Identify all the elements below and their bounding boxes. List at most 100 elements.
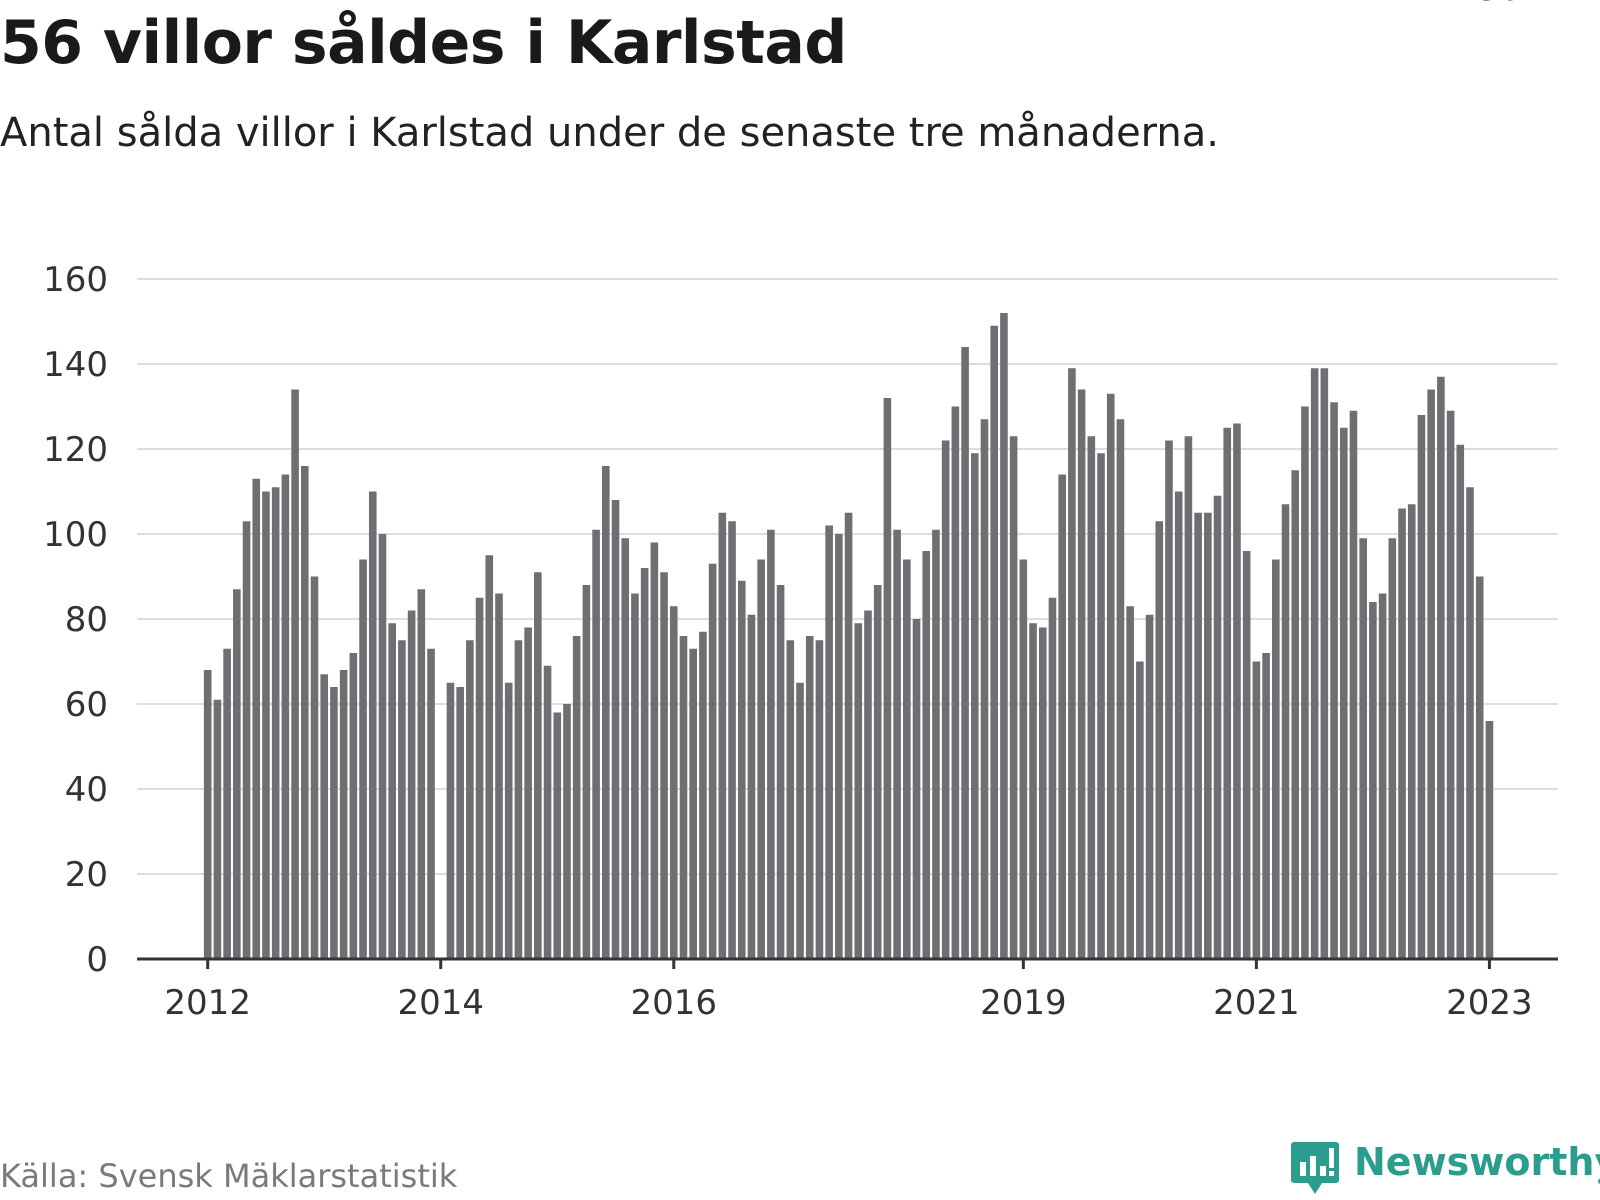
data-labels: 56 xyxy=(1473,0,1526,38)
bar xyxy=(1223,427,1232,959)
bar xyxy=(213,699,222,959)
bar xyxy=(835,534,843,959)
bar xyxy=(728,521,736,959)
bar xyxy=(427,648,435,959)
bar xyxy=(446,682,455,959)
bar xyxy=(1145,614,1154,959)
y-tick-label: 20 xyxy=(65,855,108,895)
bar xyxy=(941,440,950,959)
bar xyxy=(485,555,494,959)
bar xyxy=(689,648,697,959)
bar xyxy=(291,389,299,959)
bar xyxy=(1407,504,1416,959)
bar xyxy=(1388,538,1397,959)
bar xyxy=(339,670,348,959)
bar xyxy=(1038,627,1047,959)
y-tick-label: 100 xyxy=(43,515,108,555)
bar xyxy=(825,525,833,959)
bar xyxy=(922,551,931,959)
bar xyxy=(1437,376,1445,959)
bar xyxy=(1427,389,1435,959)
bar xyxy=(252,478,261,959)
bar xyxy=(1213,495,1222,959)
bar xyxy=(320,674,329,959)
bar xyxy=(893,529,901,959)
bar xyxy=(1077,389,1086,959)
bar xyxy=(708,563,717,959)
bar xyxy=(932,529,940,959)
bar xyxy=(1019,559,1028,959)
bar xyxy=(796,682,804,959)
newsworthy-logo-icon xyxy=(1291,1142,1339,1194)
bar xyxy=(1262,653,1270,959)
bar xyxy=(1068,368,1076,959)
bar xyxy=(1204,512,1212,959)
bar xyxy=(417,589,426,959)
bar xyxy=(980,419,989,959)
bar xyxy=(1359,538,1367,959)
bar xyxy=(1446,410,1455,959)
bar xyxy=(1058,474,1066,959)
bar xyxy=(592,529,600,959)
bar xyxy=(767,529,775,959)
bar xyxy=(864,610,872,959)
bar xyxy=(1378,593,1387,959)
bar xyxy=(660,572,668,959)
x-tick-label: 2021 xyxy=(1213,983,1300,1023)
bar xyxy=(650,542,659,959)
bar xyxy=(301,466,309,959)
bar xyxy=(1281,504,1290,959)
bar xyxy=(1087,436,1096,959)
bar xyxy=(951,406,960,959)
bar xyxy=(1310,368,1319,959)
bar xyxy=(631,593,639,959)
bar xyxy=(1029,623,1037,959)
brand-name: Newsworthy xyxy=(1354,1140,1600,1184)
bar xyxy=(699,631,707,959)
highlight-label-bg xyxy=(1473,0,1526,38)
bar xyxy=(1475,576,1484,959)
bar xyxy=(611,500,620,959)
bar xyxy=(1106,393,1115,959)
bar xyxy=(844,512,853,959)
bar xyxy=(563,704,571,959)
bar xyxy=(1320,368,1329,959)
bar xyxy=(504,682,513,959)
axes: 0 20 40 60 80 100 120 140 160 2012 2014 2016 2019 202… xyxy=(43,260,1558,1023)
bar xyxy=(912,619,921,959)
bar xyxy=(776,585,785,959)
bar xyxy=(242,521,251,959)
bar xyxy=(1272,559,1280,959)
bar xyxy=(1369,602,1377,959)
bar xyxy=(475,597,484,959)
bar xyxy=(669,606,678,959)
bar xyxy=(1136,661,1144,959)
y-tick-label: 120 xyxy=(43,430,108,470)
bar xyxy=(388,623,396,959)
bar xyxy=(1000,313,1008,959)
highlight-value-label: 56 xyxy=(1477,0,1520,9)
bar xyxy=(1155,521,1164,959)
y-tick-label: 160 xyxy=(43,260,108,300)
bar xyxy=(970,453,979,959)
bar xyxy=(1242,551,1251,959)
newsworthy-logo: Newsworthy xyxy=(1290,1140,1600,1200)
bar xyxy=(514,640,523,959)
bar xyxy=(359,559,367,959)
bar xyxy=(1339,427,1348,959)
y-tick-label: 140 xyxy=(43,345,108,385)
bar xyxy=(903,559,911,959)
bar xyxy=(456,687,464,959)
bar xyxy=(1349,410,1358,959)
x-tick-label: 2019 xyxy=(980,983,1067,1023)
bar xyxy=(679,636,688,959)
bar xyxy=(495,593,503,959)
bar xyxy=(203,670,212,959)
bar xyxy=(1116,419,1125,959)
bar xyxy=(815,640,824,959)
bar xyxy=(524,627,532,959)
bar xyxy=(466,640,474,959)
bar xyxy=(1165,440,1173,959)
bar xyxy=(1174,491,1183,959)
bar xyxy=(1485,721,1494,959)
